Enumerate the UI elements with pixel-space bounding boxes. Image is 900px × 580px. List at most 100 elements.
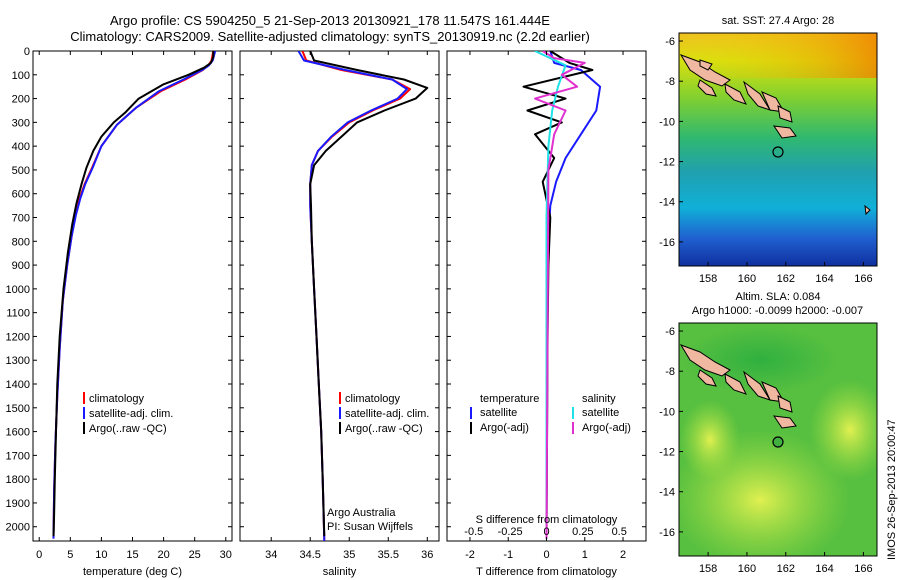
x-tick-label: 1 xyxy=(582,549,588,561)
depth-tick-label: 1400 xyxy=(6,379,30,391)
imos-timestamp-container: IMOS 26-Sep-2013 20:00:47 xyxy=(872,350,898,570)
map-x-tick-label: 158 xyxy=(699,273,717,285)
x-tick-label: 2 xyxy=(620,549,626,561)
map-x-tick-label: 162 xyxy=(777,273,795,285)
depth-tick-label: 0 xyxy=(24,46,30,58)
difference-series xyxy=(522,51,602,539)
depth-tick-label: 200 xyxy=(12,94,30,106)
s-tick-label: 0.5 xyxy=(612,526,627,538)
legend-text-argo-s: Argo(-adj) xyxy=(582,422,631,434)
salinity-panel xyxy=(239,50,440,542)
series-line-argo xyxy=(52,51,215,537)
map-x-tick-label: 166 xyxy=(854,273,872,285)
x-tick-label: 34 xyxy=(265,549,277,561)
land-islands xyxy=(679,54,871,216)
imos-timestamp: IMOS 26-Sep-2013 20:00:47 xyxy=(886,419,898,560)
legend-text-satellite: satellite-adj. clim. xyxy=(345,408,429,420)
difference-legend: temperature satellite Argo(-adj) salinit… xyxy=(470,393,631,434)
depth-tick-label: 1200 xyxy=(6,331,30,343)
temperature-legend: climatology satellite-adj. clim. Argo(..… xyxy=(83,392,173,435)
legend-text-argo: Argo(..raw -QC) xyxy=(89,423,167,435)
temperature-panel xyxy=(32,50,233,542)
legend-text-argo: Argo(..raw -QC) xyxy=(345,423,423,435)
series-line-satellite-S xyxy=(534,51,567,539)
depth-tick-label: 1700 xyxy=(6,450,30,462)
s-axis-label: S difference from climatology xyxy=(476,514,618,526)
map-y-tick-label: -14 xyxy=(659,487,675,499)
x-axis-label: temperature (deg C) xyxy=(83,566,182,578)
depth-tick-label: 1100 xyxy=(6,308,30,320)
legend-text-satellite: satellite-adj. clim. xyxy=(89,408,173,420)
depth-tick-label: 600 xyxy=(12,189,30,201)
x-tick-label: 10 xyxy=(95,549,107,561)
map-y-tick-label: -10 xyxy=(659,116,675,128)
x-axis-label: salinity xyxy=(323,566,357,578)
x-tick-label: 5 xyxy=(67,549,73,561)
title-line-1: Argo profile: CS 5904250_5 21-Sep-2013 2… xyxy=(110,13,550,28)
depth-tick-label: 2000 xyxy=(6,522,30,534)
map-y-tick-label: -16 xyxy=(659,527,675,539)
sst-map-title: sat. SST: 27.4 Argo: 28 xyxy=(721,15,835,27)
x-tick-label: 0 xyxy=(543,549,549,561)
map-y-tick-label: -12 xyxy=(659,157,675,169)
depth-tick-label: 900 xyxy=(12,260,30,272)
annotation-pi: PI: Susan Wijffels xyxy=(327,521,413,533)
map-x-tick-label: 164 xyxy=(815,273,833,285)
x-tick-label: 35.5 xyxy=(378,549,399,561)
legend-text-argo-t: Argo(-adj) xyxy=(480,422,529,434)
map-y-tick-label: -6 xyxy=(665,326,675,338)
map-y-tick-label: -8 xyxy=(665,76,675,88)
s-tick-label: 0.25 xyxy=(572,526,593,538)
s-tick-label: -0.25 xyxy=(498,526,523,538)
map-x-tick-label: 158 xyxy=(699,563,717,575)
legend-head-salinity: salinity xyxy=(582,393,616,405)
land-islands xyxy=(679,344,797,429)
sla-map xyxy=(678,322,878,557)
sla-map-title-1: Altim. SLA: 0.084 xyxy=(735,291,821,303)
depth-tick-label: 700 xyxy=(12,213,30,225)
map-y-tick-label: -14 xyxy=(659,197,675,209)
x-tick-label: 15 xyxy=(126,549,138,561)
x-tick-label: -2 xyxy=(465,549,475,561)
argo-float-marker xyxy=(772,146,784,158)
depth-tick-label: 500 xyxy=(12,165,30,177)
salinity-legend: climatology satellite-adj. clim. Argo(..… xyxy=(339,392,429,435)
map-x-tick-label: 164 xyxy=(815,563,833,575)
x-tick-label: 34.5 xyxy=(300,549,321,561)
salinity-series xyxy=(297,51,429,541)
x-tick-label: 20 xyxy=(157,549,169,561)
sla-low-blob xyxy=(680,325,840,395)
series-line-argo-S xyxy=(534,51,586,539)
temperature-series xyxy=(52,51,217,539)
depth-tick-label: 100 xyxy=(12,70,30,82)
x-tick-label: -1 xyxy=(503,549,513,561)
map-y-tick-label: -16 xyxy=(659,237,675,249)
depth-tick-label: 300 xyxy=(12,117,30,129)
map-y-tick-label: -8 xyxy=(665,366,675,378)
title-line-2: Climatology: CARS2009. Satellite-adjuste… xyxy=(70,29,590,44)
depth-tick-label: 1900 xyxy=(6,498,30,510)
map-y-tick-label: -10 xyxy=(659,406,675,418)
x-tick-label: 30 xyxy=(220,549,232,561)
sla-high-blob xyxy=(810,380,877,480)
sla-map-title-2: Argo h1000: -0.0099 h2000: -0.007 xyxy=(691,305,864,317)
depth-tick-label: 400 xyxy=(12,141,30,153)
x-tick-label: 35 xyxy=(343,549,355,561)
map-x-tick-label: 162 xyxy=(777,563,795,575)
depth-tick-label: 1600 xyxy=(6,427,30,439)
x-axis-label: T difference from climatology xyxy=(476,566,617,578)
legend-text-sat-t: satellite xyxy=(480,407,517,419)
argo-float-marker xyxy=(772,436,784,448)
series-line-argo xyxy=(309,51,429,537)
annotation-argo-australia: Argo Australia xyxy=(327,507,396,519)
legend-text-sat-s: satellite xyxy=(582,407,619,419)
sst-map xyxy=(678,32,878,267)
map-x-tick-label: 160 xyxy=(738,273,756,285)
map-x-tick-label: 160 xyxy=(738,563,756,575)
legend-text-climatology: climatology xyxy=(345,393,401,405)
legend-text-climatology: climatology xyxy=(89,393,145,405)
sla-high-blob xyxy=(680,400,740,480)
depth-tick-label: 1500 xyxy=(6,403,30,415)
